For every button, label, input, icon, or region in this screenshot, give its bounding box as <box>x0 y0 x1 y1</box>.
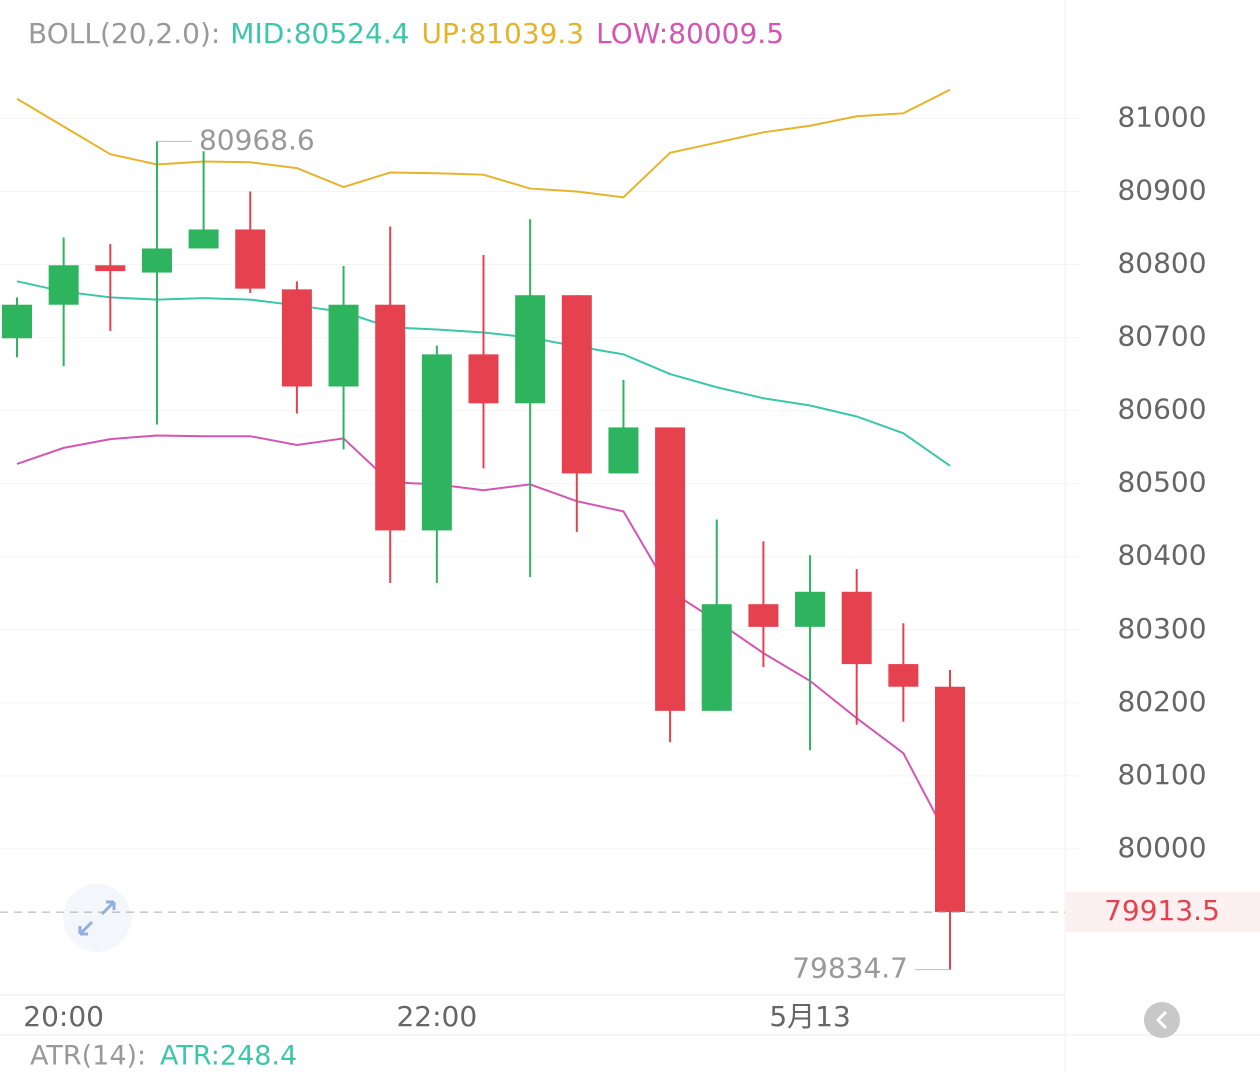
y-tick-label: 81000 <box>1117 100 1206 133</box>
last-price-bg <box>1066 892 1260 933</box>
band-legend: UP:81039.3 <box>422 17 585 50</box>
candle-body <box>95 265 126 272</box>
last-price-label: 79913.5 <box>1104 894 1220 927</box>
candle-body <box>888 664 919 687</box>
y-tick-label: 80700 <box>1117 320 1206 353</box>
band-legend: MID:80524.4 <box>230 17 409 50</box>
candle-body <box>561 295 592 474</box>
y-tick-label: 80100 <box>1117 758 1206 791</box>
candle-body <box>468 354 499 404</box>
band-line <box>16 88 951 199</box>
y-tick-label: 80400 <box>1117 539 1206 572</box>
y-tick-label: 80200 <box>1117 685 1206 718</box>
x-tick-label: 22:00 <box>396 1000 477 1033</box>
expand-button[interactable] <box>63 884 131 952</box>
candle-body <box>375 304 406 531</box>
x-tick-label: 5月13 <box>769 1000 850 1033</box>
y-tick-label: 80900 <box>1117 173 1206 206</box>
candle-body <box>841 591 872 665</box>
band-legend: LOW:80009.5 <box>596 17 784 50</box>
price-axis-bg <box>1065 0 1260 995</box>
y-tick-label: 80800 <box>1117 247 1206 280</box>
y-tick-label: 80600 <box>1117 393 1206 426</box>
candle-body <box>328 304 359 387</box>
candle-body <box>281 289 312 387</box>
high-annotation: 80968.6 <box>199 123 315 156</box>
candle-body <box>655 427 686 711</box>
expand-button-bg[interactable] <box>63 884 131 952</box>
y-tick-label: 80500 <box>1117 466 1206 499</box>
candle-body <box>188 229 219 249</box>
candle-body <box>935 686 965 913</box>
candle-body <box>515 295 546 404</box>
candle-body <box>701 604 732 711</box>
candle-body <box>608 427 639 474</box>
reset-button-bg[interactable] <box>1144 1002 1180 1038</box>
candle-body <box>795 591 826 627</box>
candle-body <box>141 248 172 273</box>
atr-label: ATR:248.4 <box>160 1041 297 1072</box>
x-tick-label: 20:00 <box>23 1000 104 1033</box>
candle-body <box>235 229 266 289</box>
expand-icon[interactable] <box>78 900 116 936</box>
indicator-header: BOLL(20,2.0): MID:80524.4 UP:81039.3 LOW:80… <box>28 17 784 50</box>
reset-icon[interactable] <box>1155 1010 1168 1030</box>
candle-body <box>748 604 779 627</box>
y-tick-label: 80300 <box>1117 612 1206 645</box>
candle-body <box>421 354 452 531</box>
candle-body <box>48 265 79 305</box>
low-annotation: 79834.7 <box>792 952 908 985</box>
candle-body <box>2 304 32 339</box>
y-tick-label: 80000 <box>1117 831 1206 864</box>
indicator-name: BOLL(20,2.0): <box>28 17 220 50</box>
reset-button[interactable] <box>1144 1002 1180 1038</box>
atr-title: ATR(14): <box>30 1041 146 1072</box>
band-line <box>16 434 951 843</box>
